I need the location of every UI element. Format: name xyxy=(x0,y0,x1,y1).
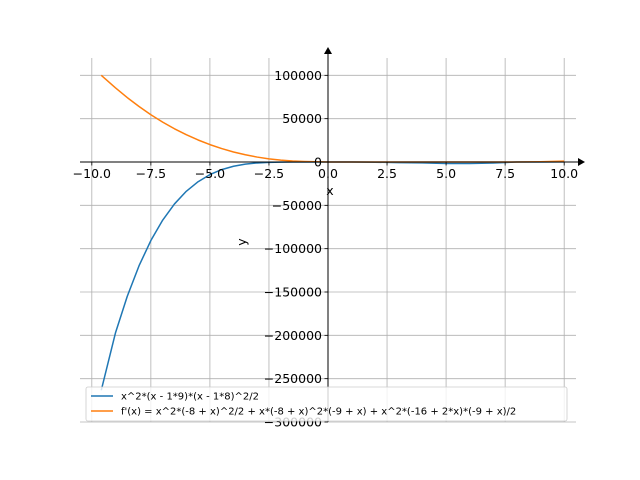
x-tick-label-6: 5.0 xyxy=(436,166,456,181)
y-tick-label-4: −100000 xyxy=(264,241,322,256)
series-layer xyxy=(100,74,565,391)
x-axis-title: x xyxy=(326,183,333,198)
legend-label-series-1: f'(x) = x^2*(-8 + x)^2/2 + x*(-8 + x)^2*… xyxy=(121,407,516,418)
x-tick-label-2: −5.0 xyxy=(195,166,225,181)
legend-box xyxy=(85,386,568,422)
y-tick-label-2: −200000 xyxy=(264,328,322,343)
y-tick-label-5: −50000 xyxy=(272,198,322,213)
y-tick-label-1: −250000 xyxy=(264,371,322,386)
y-tick-label-7: 50000 xyxy=(282,111,322,126)
x-tick-label-5: 2.5 xyxy=(377,166,397,181)
x-ticks: −10.0 −7.5 −5.0 −2.5 0.0 2.5 5.0 7.5 10.0 xyxy=(73,162,578,181)
y-tick-label-3: −150000 xyxy=(264,285,322,300)
y-axis-arrow-icon xyxy=(324,47,332,54)
y-ticks: −300000−250000−200000−150000−100000−5000… xyxy=(264,68,328,430)
legend: x^2*(x - 1*9)*(x - 1*8)^2/2 f'(x) = x^2*… xyxy=(85,386,568,422)
x-tick-label-0: −10.0 xyxy=(73,166,111,181)
x-tick-label-3: −2.5 xyxy=(254,166,284,181)
x-tick-label-1: −7.5 xyxy=(136,166,166,181)
y-axis-title: y xyxy=(234,238,249,246)
x-axis-arrow-icon xyxy=(578,158,585,166)
y-tick-label-8: 100000 xyxy=(274,68,322,83)
axes xyxy=(80,47,585,422)
x-tick-label-8: 10.0 xyxy=(550,166,578,181)
x-tick-label-4: 0.0 xyxy=(318,166,338,181)
x-tick-label-7: 7.5 xyxy=(495,166,515,181)
legend-label-series-0: x^2*(x - 1*9)*(x - 1*8)^2/2 xyxy=(121,392,259,403)
y-tick-label-6: 0 xyxy=(314,155,322,170)
